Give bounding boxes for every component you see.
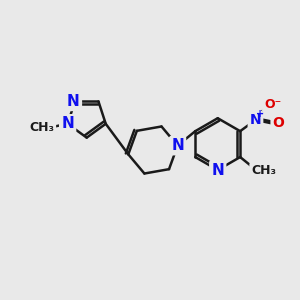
Text: CH₃: CH₃ (29, 121, 54, 134)
Text: N: N (171, 138, 184, 153)
Text: CH₃: CH₃ (251, 164, 276, 177)
Text: N: N (250, 113, 261, 127)
Text: +: + (256, 109, 264, 119)
Text: N: N (211, 163, 224, 178)
Text: N: N (61, 116, 74, 131)
Text: N: N (67, 94, 80, 109)
Text: O⁻: O⁻ (264, 98, 281, 111)
Text: O: O (272, 116, 284, 130)
